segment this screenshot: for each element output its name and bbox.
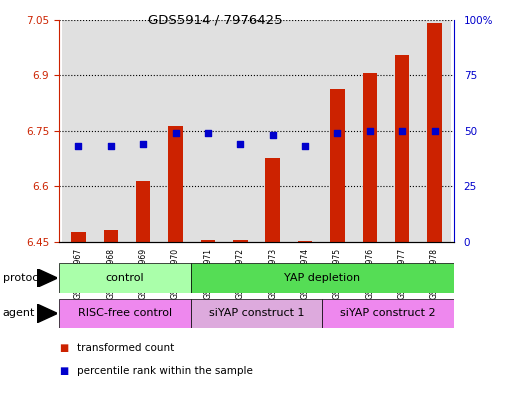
- Point: [398, 128, 406, 134]
- Text: RISC-free control: RISC-free control: [78, 309, 172, 318]
- Text: ■: ■: [59, 343, 68, 353]
- Bar: [298, 241, 312, 242]
- Bar: [330, 89, 345, 242]
- Point: [139, 141, 147, 147]
- Bar: [160, 20, 192, 242]
- Bar: [62, 20, 94, 242]
- Bar: [322, 299, 454, 328]
- Bar: [59, 263, 191, 293]
- Bar: [191, 299, 322, 328]
- Text: siYAP construct 1: siYAP construct 1: [209, 309, 304, 318]
- Point: [171, 130, 180, 136]
- Bar: [191, 263, 454, 293]
- Point: [301, 143, 309, 149]
- Bar: [71, 232, 86, 242]
- Bar: [94, 20, 127, 242]
- Point: [430, 128, 439, 134]
- Point: [269, 132, 277, 138]
- Point: [366, 128, 374, 134]
- Bar: [201, 240, 215, 242]
- Polygon shape: [37, 304, 57, 323]
- Bar: [233, 240, 248, 242]
- Bar: [127, 20, 160, 242]
- Point: [333, 130, 342, 136]
- Point: [204, 130, 212, 136]
- Text: GDS5914 / 7976425: GDS5914 / 7976425: [148, 14, 283, 27]
- Bar: [363, 73, 377, 242]
- Polygon shape: [37, 269, 57, 287]
- Point: [107, 143, 115, 149]
- Bar: [224, 20, 256, 242]
- Bar: [104, 230, 118, 242]
- Point: [74, 143, 83, 149]
- Bar: [192, 20, 224, 242]
- Bar: [386, 20, 419, 242]
- Bar: [289, 20, 321, 242]
- Bar: [168, 126, 183, 242]
- Bar: [256, 20, 289, 242]
- Bar: [427, 23, 442, 242]
- Bar: [419, 20, 451, 242]
- Bar: [321, 20, 353, 242]
- Text: transformed count: transformed count: [77, 343, 174, 353]
- Text: siYAP construct 2: siYAP construct 2: [340, 309, 436, 318]
- Text: YAP depletion: YAP depletion: [284, 273, 361, 283]
- Text: protocol: protocol: [3, 273, 48, 283]
- Bar: [353, 20, 386, 242]
- Bar: [265, 158, 280, 242]
- Text: control: control: [106, 273, 144, 283]
- Text: percentile rank within the sample: percentile rank within the sample: [77, 366, 253, 376]
- Text: agent: agent: [3, 309, 35, 318]
- Text: ■: ■: [59, 366, 68, 376]
- Bar: [59, 299, 191, 328]
- Bar: [395, 55, 409, 242]
- Point: [236, 141, 244, 147]
- Bar: [136, 181, 150, 242]
